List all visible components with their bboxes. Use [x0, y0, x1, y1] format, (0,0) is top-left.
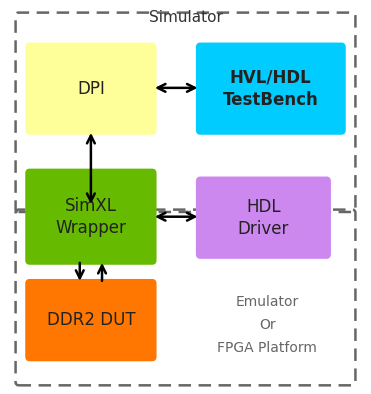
FancyBboxPatch shape: [196, 177, 331, 259]
Text: Emulator
Or
FPGA Platform: Emulator Or FPGA Platform: [217, 295, 317, 355]
FancyBboxPatch shape: [196, 43, 346, 135]
Text: DPI: DPI: [77, 80, 105, 98]
Text: HDL
Driver: HDL Driver: [238, 197, 289, 238]
Text: SimXL
Wrapper: SimXL Wrapper: [55, 197, 127, 237]
Text: HVL/HDL
TestBench: HVL/HDL TestBench: [223, 69, 319, 109]
FancyBboxPatch shape: [25, 279, 157, 361]
FancyBboxPatch shape: [25, 43, 157, 135]
FancyBboxPatch shape: [25, 169, 157, 265]
Text: DDR2 DUT: DDR2 DUT: [47, 311, 135, 329]
Text: Simulator: Simulator: [148, 10, 223, 25]
